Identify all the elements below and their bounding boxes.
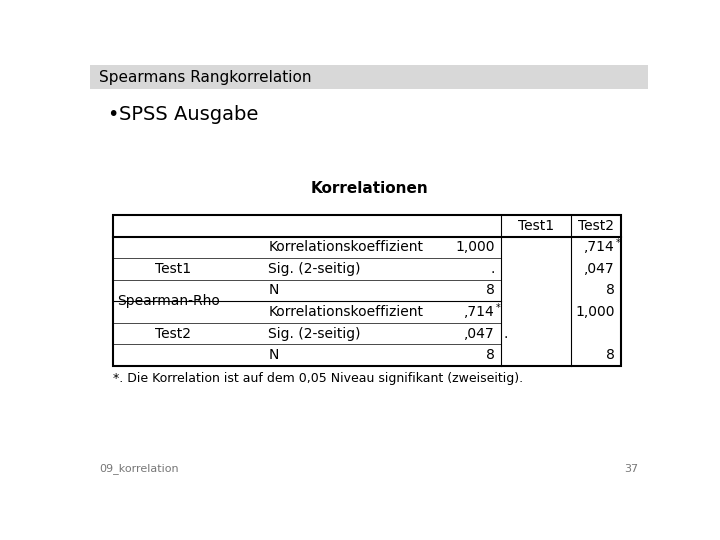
Text: Test2: Test2 (577, 219, 613, 233)
Text: ,714: ,714 (464, 305, 495, 319)
Text: 8: 8 (486, 348, 495, 362)
Text: 09_korrelation: 09_korrelation (99, 463, 179, 475)
Text: Spearman-Rho: Spearman-Rho (117, 294, 220, 308)
Text: Test1: Test1 (518, 219, 554, 233)
Text: Sig. (2-seitig): Sig. (2-seitig) (269, 327, 361, 341)
Text: Test2: Test2 (155, 327, 191, 341)
Text: 37: 37 (624, 464, 639, 475)
Text: *: * (616, 239, 620, 248)
Text: .: . (490, 262, 495, 276)
Text: Test1: Test1 (155, 262, 191, 276)
Text: 1,000: 1,000 (575, 305, 615, 319)
Text: 8: 8 (486, 284, 495, 298)
Text: N: N (269, 284, 279, 298)
Text: 1,000: 1,000 (455, 240, 495, 254)
Text: •: • (107, 105, 118, 124)
Text: Korrelationskoeffizient: Korrelationskoeffizient (269, 240, 423, 254)
Text: *. Die Korrelation ist auf dem 0,05 Niveau signifikant (zweiseitig).: *. Die Korrelation ist auf dem 0,05 Nive… (113, 372, 523, 385)
Bar (113, 215, 621, 366)
Text: ,714: ,714 (584, 240, 615, 254)
Text: N: N (269, 348, 279, 362)
Text: Spearmans Rangkorrelation: Spearmans Rangkorrelation (99, 70, 312, 85)
Bar (90, 65, 648, 90)
Text: Korrelationen: Korrelationen (310, 181, 428, 195)
Text: .: . (503, 327, 508, 341)
Text: Korrelationskoeffizient: Korrelationskoeffizient (269, 305, 423, 319)
Text: ,047: ,047 (464, 327, 495, 341)
Text: *: * (495, 303, 500, 313)
Text: Sig. (2-seitig): Sig. (2-seitig) (269, 262, 361, 276)
Text: 8: 8 (606, 348, 615, 362)
Text: SPSS Ausgabe: SPSS Ausgabe (120, 105, 258, 124)
Text: ,047: ,047 (584, 262, 615, 276)
Text: 8: 8 (606, 284, 615, 298)
